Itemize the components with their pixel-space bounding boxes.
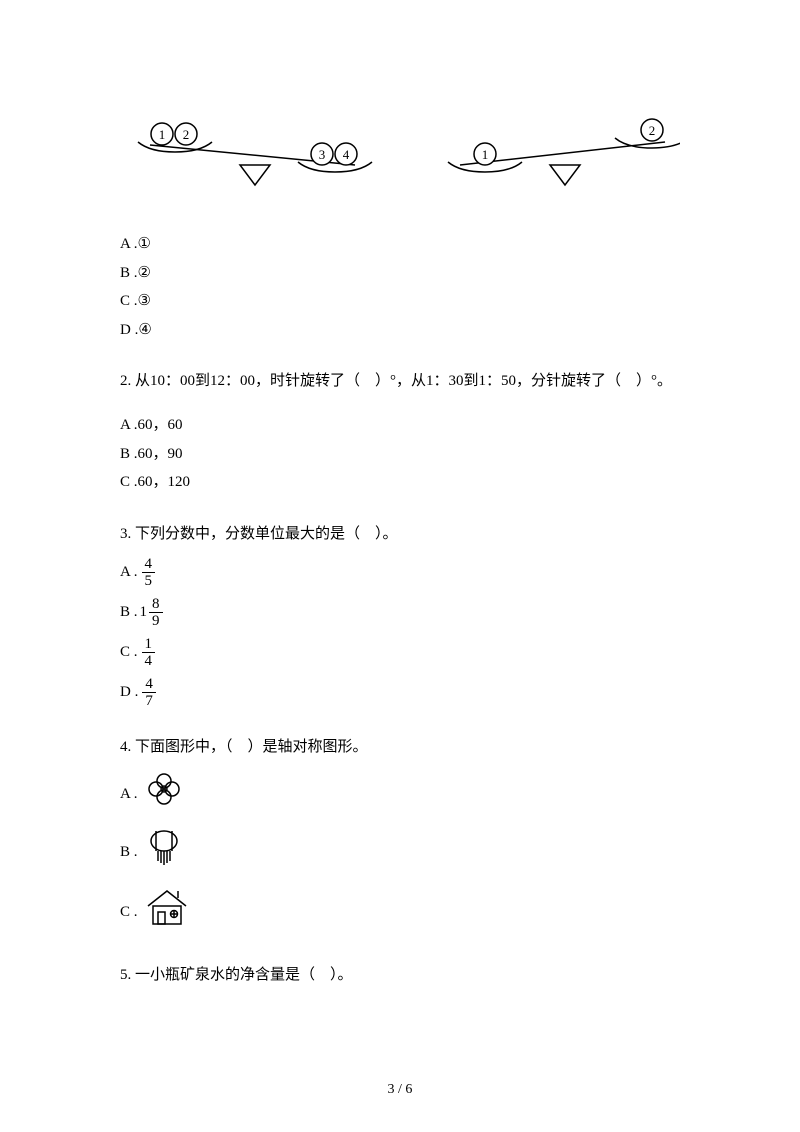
- svg-text:1: 1: [159, 127, 166, 142]
- question-4-text: 4. 下面图形中，（ ）是轴对称图形。: [120, 734, 680, 761]
- svg-text:4: 4: [343, 147, 350, 162]
- option-3a: A . 45: [120, 556, 680, 590]
- flower-icon: [144, 769, 184, 820]
- option-1b: B .②: [120, 259, 680, 288]
- svg-text:3: 3: [319, 147, 326, 162]
- question-1-options: A .① B .② C .③ D .④: [120, 230, 680, 344]
- svg-text:1: 1: [482, 147, 489, 162]
- option-2b: B .60，90: [120, 440, 680, 469]
- question-2-text: 2. 从10：00到12：00，时针旋转了（ ）°，从1：30到1：50，分针旋…: [120, 368, 680, 395]
- option-3d: D . 47: [120, 676, 680, 710]
- balance-scale-1: 1 2 3 4: [120, 110, 380, 200]
- question-3: 3. 下列分数中，分数单位最大的是（ ）。 A . 45 B . 189 C .…: [120, 521, 680, 710]
- lantern-icon: [144, 825, 184, 880]
- option-1c: C .③: [120, 287, 680, 316]
- svg-text:2: 2: [649, 123, 656, 138]
- option-2a: A .60，60: [120, 411, 680, 440]
- option-4c: C .: [120, 886, 680, 939]
- option-3b: B . 189: [120, 596, 680, 630]
- question-3-text: 3. 下列分数中，分数单位最大的是（ ）。: [120, 521, 680, 548]
- question-4: 4. 下面图形中，（ ）是轴对称图形。 A . B .: [120, 734, 680, 939]
- house-icon: [144, 886, 190, 939]
- svg-text:2: 2: [183, 127, 190, 142]
- option-4a: A .: [120, 769, 680, 820]
- page-number: 3 / 6: [0, 1082, 800, 1098]
- option-3c: C . 14: [120, 636, 680, 670]
- question-5: 5. 一小瓶矿泉水的净含量是（ ）。: [120, 962, 680, 989]
- question-2: 2. 从10：00到12：00，时针旋转了（ ）°，从1：30到1：50，分针旋…: [120, 368, 680, 497]
- option-2c: C .60，120: [120, 468, 680, 497]
- question-5-text: 5. 一小瓶矿泉水的净含量是（ ）。: [120, 962, 680, 989]
- balance-scales-diagram: 1 2 3 4 1 2: [120, 110, 680, 200]
- balance-scale-2: 1 2: [420, 110, 680, 200]
- option-1a: A .①: [120, 230, 680, 259]
- option-4b: B .: [120, 825, 680, 880]
- option-1d: D .④: [120, 316, 680, 345]
